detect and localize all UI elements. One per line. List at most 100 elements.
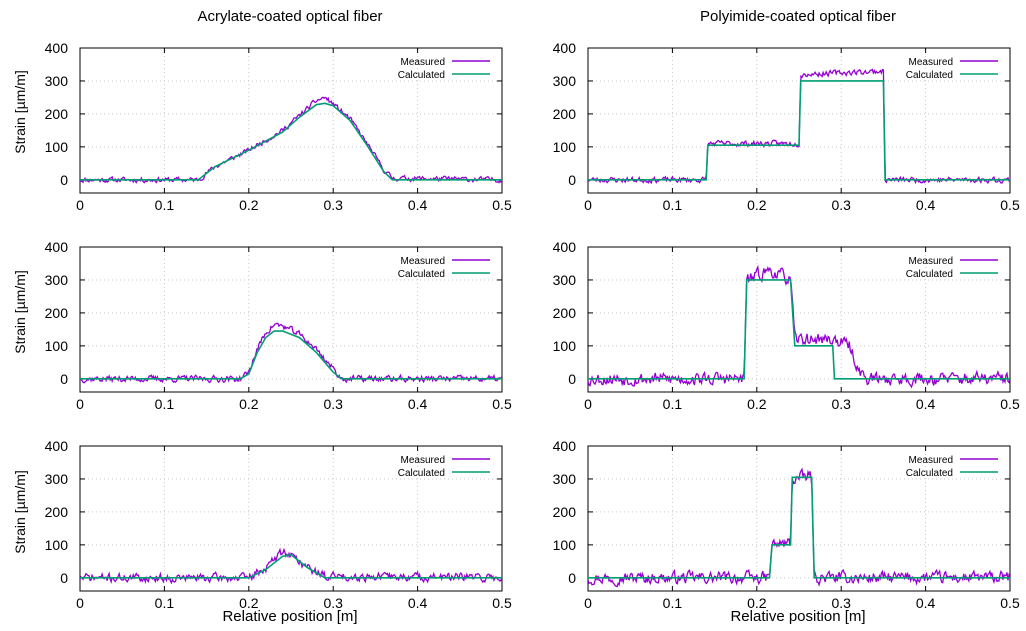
series-line-calculated (588, 476, 1010, 579)
y-tick-label: 300 (45, 73, 69, 89)
x-axis-label-right: Relative position [m] (730, 608, 866, 625)
y-tick-label: 100 (553, 537, 577, 553)
x-tick-label: 0.2 (239, 197, 259, 213)
x-tick-label: 0.4 (916, 197, 936, 213)
y-tick-label: 100 (553, 338, 577, 354)
x-tick-label: 0 (76, 595, 84, 611)
legend-label-calculated: Calculated (398, 468, 445, 479)
y-tick-label: 300 (553, 471, 577, 487)
y-tick-label: 100 (45, 139, 69, 155)
x-tick-label: 0.1 (155, 396, 175, 412)
y-tick-label: 0 (568, 172, 576, 188)
legend-label-measured: Measured (401, 455, 445, 466)
series-line-calculated (80, 553, 502, 579)
y-tick-label: 100 (553, 139, 577, 155)
series-line-calculated (80, 330, 502, 380)
x-tick-label: 0.3 (323, 197, 343, 213)
x-tick-label: 0.2 (747, 595, 767, 611)
x-tick-label: 0.5 (1000, 396, 1020, 412)
y-tick-label: 200 (553, 305, 577, 321)
x-tick-label: 0.3 (831, 396, 851, 412)
y-tick-label: 200 (45, 106, 69, 122)
y-tick-label: 200 (553, 106, 577, 122)
x-tick-label: 0.4 (916, 396, 936, 412)
x-tick-label: 0.1 (155, 595, 175, 611)
legend-label-calculated: Calculated (398, 269, 445, 280)
plot-frame (587, 445, 1011, 592)
column-title-polyimide: Polyimide-coated optical fiber (700, 8, 896, 25)
legend-label-calculated: Calculated (906, 468, 953, 479)
legend-label-measured: Measured (909, 455, 953, 466)
panel-polyimide-2: 0 0.1 0.2 0.3 0.4 0.5 0 100 200 300 400 Measured Cal… (553, 239, 1020, 412)
x-tick-label: 0.1 (663, 396, 683, 412)
y-tick-label: 300 (45, 272, 69, 288)
y-tick-label: 400 (45, 438, 69, 454)
x-tick-label: 0.5 (492, 595, 512, 611)
column-title-acrylate: Acrylate-coated optical fiber (197, 8, 383, 25)
x-tick-label: 0.1 (663, 595, 683, 611)
x-tick-label: 0.1 (663, 197, 683, 213)
series-line-measured (80, 322, 502, 384)
x-tick-label: 0.4 (408, 396, 428, 412)
x-tick-label: 0.5 (1000, 595, 1020, 611)
x-tick-label: 0.4 (408, 197, 428, 213)
y-tick-label: 200 (45, 305, 69, 321)
x-tick-label: 0 (584, 396, 592, 412)
x-tick-label: 0.2 (239, 595, 259, 611)
x-tick-label: 0.3 (323, 396, 343, 412)
y-tick-label: 400 (45, 40, 69, 56)
x-tick-label: 0 (584, 197, 592, 213)
series-line-measured (588, 467, 1010, 588)
y-tick-label: 400 (553, 438, 577, 454)
y-tick-label: 200 (553, 504, 577, 520)
x-tick-label: 0 (584, 595, 592, 611)
legend-label-measured: Measured (401, 57, 445, 68)
x-tick-label: 0.4 (916, 595, 936, 611)
plot-frame (79, 47, 503, 194)
panel-acrylate-3: 0 0.1 0.2 0.3 0.4 0.5 0 100 200 300 400 Measured Cal… (45, 438, 512, 611)
y-tick-label: 100 (45, 338, 69, 354)
x-tick-label: 0.5 (492, 197, 512, 213)
x-tick-label: 0.3 (831, 197, 851, 213)
y-tick-label: 400 (45, 239, 69, 255)
series-line-measured (80, 96, 502, 184)
y-tick-label: 300 (553, 272, 577, 288)
panel-polyimide-1: 0 0.1 0.2 0.3 0.4 0.5 0 100 200 300 400 Measured Cal… (553, 40, 1020, 213)
series-line-calculated (80, 102, 502, 181)
y-tick-label: 0 (568, 371, 576, 387)
y-tick-label: 300 (45, 471, 69, 487)
x-tick-label: 0 (76, 396, 84, 412)
x-tick-label: 0.1 (155, 197, 175, 213)
series-line-calculated (588, 80, 1010, 181)
y-tick-label: 0 (60, 371, 68, 387)
panel-acrylate-2: 0 0.1 0.2 0.3 0.4 0.5 0 100 200 300 400 Measured Cal… (45, 239, 512, 412)
x-tick-label: 0.3 (323, 595, 343, 611)
legend-label-calculated: Calculated (906, 269, 953, 280)
x-axis-label-left: Relative position [m] (222, 608, 358, 625)
x-tick-label: 0 (76, 197, 84, 213)
y-tick-label: 0 (60, 172, 68, 188)
x-tick-label: 0.3 (831, 595, 851, 611)
legend-label-calculated: Calculated (906, 70, 953, 81)
panel-acrylate-1: 0 0.1 0.2 0.3 0.4 0.5 0 100 200 300 400 Measured Cal… (45, 40, 512, 213)
x-tick-label: 0.5 (492, 396, 512, 412)
plot-frame (79, 246, 503, 393)
legend-label-calculated: Calculated (398, 70, 445, 81)
y-tick-label: 100 (45, 537, 69, 553)
y-tick-label: 400 (553, 40, 577, 56)
y-tick-label: 0 (568, 570, 576, 586)
plot-frame (79, 445, 503, 592)
x-tick-label: 0.2 (239, 396, 259, 412)
y-tick-label: 0 (60, 570, 68, 586)
y-tick-label: 400 (553, 239, 577, 255)
x-tick-label: 0.5 (1000, 197, 1020, 213)
legend-label-measured: Measured (401, 256, 445, 267)
legend-label-measured: Measured (909, 57, 953, 68)
x-tick-label: 0.2 (747, 396, 767, 412)
plot-frame (587, 47, 1011, 194)
x-tick-label: 0.2 (747, 197, 767, 213)
panel-polyimide-3: 0 0.1 0.2 0.3 0.4 0.5 0 100 200 300 400 Measured Cal… (553, 438, 1020, 611)
series-line-measured (588, 264, 1010, 389)
y-tick-label: 200 (45, 504, 69, 520)
